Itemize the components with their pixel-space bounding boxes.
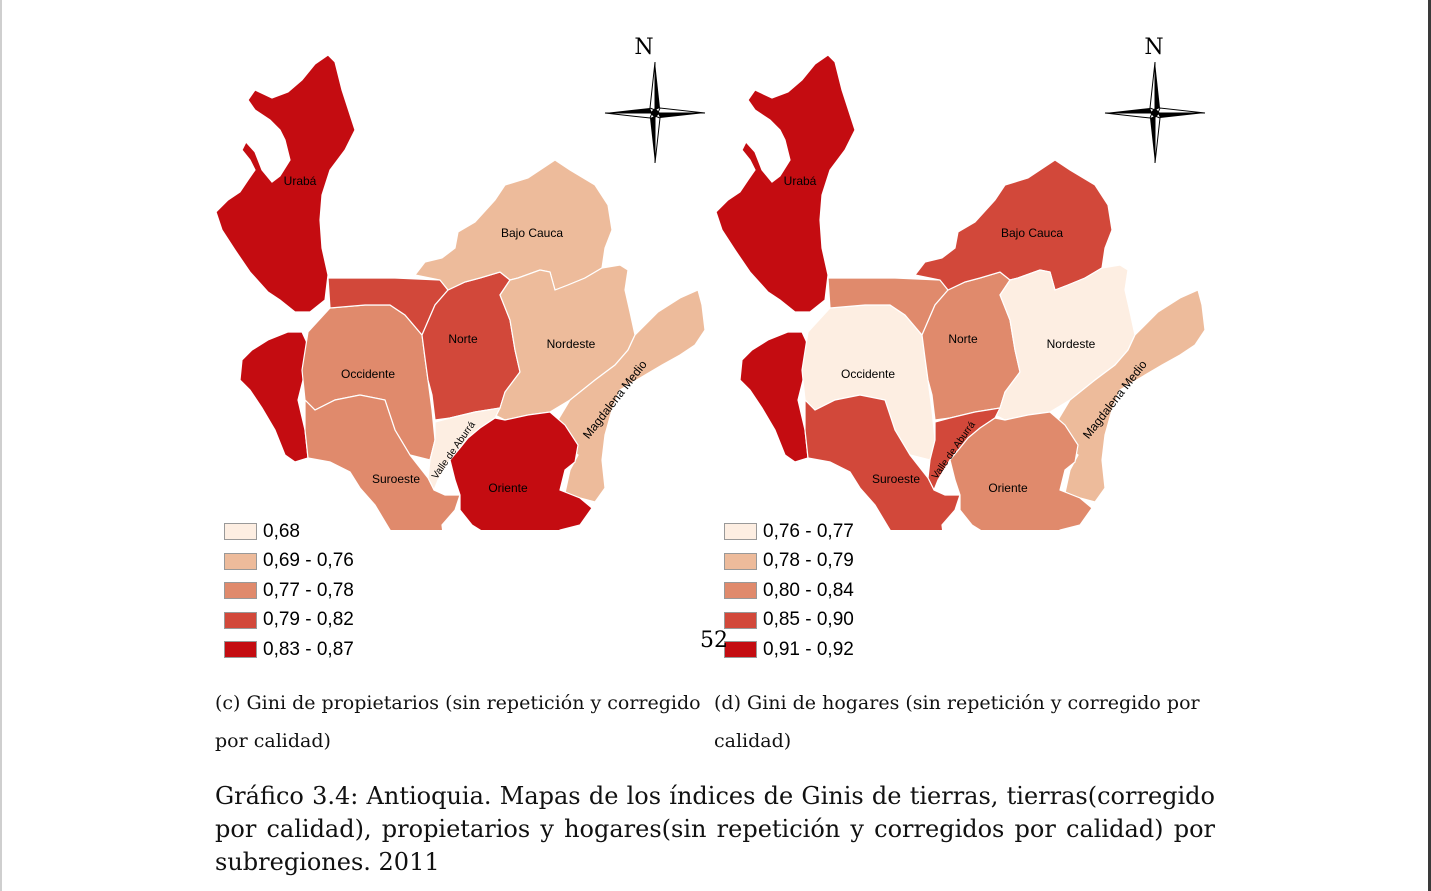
legend-swatch [724, 582, 757, 600]
region-west-strip [239, 331, 309, 463]
page-number: 52 [700, 628, 728, 653]
legend-hogares: 0,76 - 0,77 0,78 - 0,79 0,80 - 0,84 0,85… [724, 517, 854, 665]
legend-item: 0,91 - 0,92 [724, 635, 854, 665]
legend-swatch [724, 552, 757, 570]
legend-swatch [224, 523, 257, 541]
legend-label: 0,80 - 0,84 [763, 579, 854, 601]
page-left-edge [0, 0, 2, 891]
region-uraba [215, 54, 356, 313]
compass-rose: N [1104, 35, 1206, 164]
legend-swatch [224, 552, 257, 570]
legend-item: 0,85 - 0,90 [724, 606, 854, 636]
map-propietarios: N Urabá Bajo Cauca Norte Nordeste Occide… [215, 35, 706, 530]
legend-item: 0,83 - 0,87 [224, 635, 354, 665]
label-bajo-cauca: Bajo Cauca [501, 226, 563, 240]
region-suroeste [804, 394, 961, 530]
legend-label: 0,91 - 0,92 [763, 638, 854, 660]
label-nordeste: Nordeste [547, 337, 596, 351]
region-magdalena-medio [554, 289, 706, 503]
map-hogares: N Urabá Bajo Cauca Norte Nordeste Occide… [715, 35, 1206, 530]
legend-label: 0,77 - 0,78 [263, 579, 354, 601]
legend-item: 0,76 - 0,77 [724, 517, 854, 547]
legend-swatch [224, 582, 257, 600]
legend-swatch [224, 641, 257, 659]
page-right-edge [1428, 0, 1431, 891]
region-uraba [715, 54, 856, 313]
legend-label: 0,69 - 0,76 [263, 550, 354, 572]
legend-swatch [724, 523, 757, 541]
label-suroeste: Suroeste [872, 472, 920, 486]
region-oriente [949, 411, 1093, 530]
region-bajo-cauca [913, 159, 1113, 291]
compass-rose: N [604, 35, 706, 164]
label-suroeste: Suroeste [372, 472, 420, 486]
label-norte: Norte [448, 332, 478, 346]
figure-caption: Gráfico 3.4: Antioquia. Mapas de los índ… [215, 782, 1215, 876]
label-uraba: Urabá [284, 174, 317, 188]
label-occidente: Occidente [341, 367, 395, 381]
legend-label: 0,83 - 0,87 [263, 638, 354, 660]
region-suroeste [304, 394, 461, 530]
label-uraba: Urabá [784, 174, 817, 188]
label-oriente: Oriente [988, 481, 1028, 495]
subcaption-c: (c) Gini de propietarios (sin repetición… [215, 692, 701, 752]
legend-label: 0,79 - 0,82 [263, 609, 354, 631]
north-label: N [634, 35, 653, 60]
region-west-strip [739, 331, 809, 463]
legend-propietarios: 0,68 0,69 - 0,76 0,77 - 0,78 0,79 - 0,82… [224, 517, 354, 665]
legend-item: 0,69 - 0,76 [224, 547, 354, 577]
region-bajo-cauca [413, 159, 613, 291]
legend-item: 0,68 [224, 517, 354, 547]
legend-swatch [724, 611, 757, 629]
label-oriente: Oriente [488, 481, 528, 495]
label-bajo-cauca: Bajo Cauca [1001, 226, 1063, 240]
legend-item: 0,78 - 0,79 [724, 547, 854, 577]
label-norte: Norte [948, 332, 978, 346]
subcaption-d: (d) Gini de hogares (sin repetición y co… [714, 692, 1200, 752]
legend-item: 0,80 - 0,84 [724, 576, 854, 606]
legend-label: 0,76 - 0,77 [763, 520, 854, 542]
legend-swatch [224, 611, 257, 629]
legend-swatch [724, 641, 757, 659]
legend-item: 0,79 - 0,82 [224, 606, 354, 636]
legend-label: 0,85 - 0,90 [763, 609, 854, 631]
label-occidente: Occidente [841, 367, 895, 381]
region-oriente [449, 411, 593, 530]
label-nordeste: Nordeste [1047, 337, 1096, 351]
legend-item: 0,77 - 0,78 [224, 576, 354, 606]
north-label: N [1144, 35, 1163, 60]
legend-label: 0,78 - 0,79 [763, 550, 854, 572]
legend-label: 0,68 [263, 520, 300, 542]
region-magdalena-medio [1054, 289, 1206, 503]
